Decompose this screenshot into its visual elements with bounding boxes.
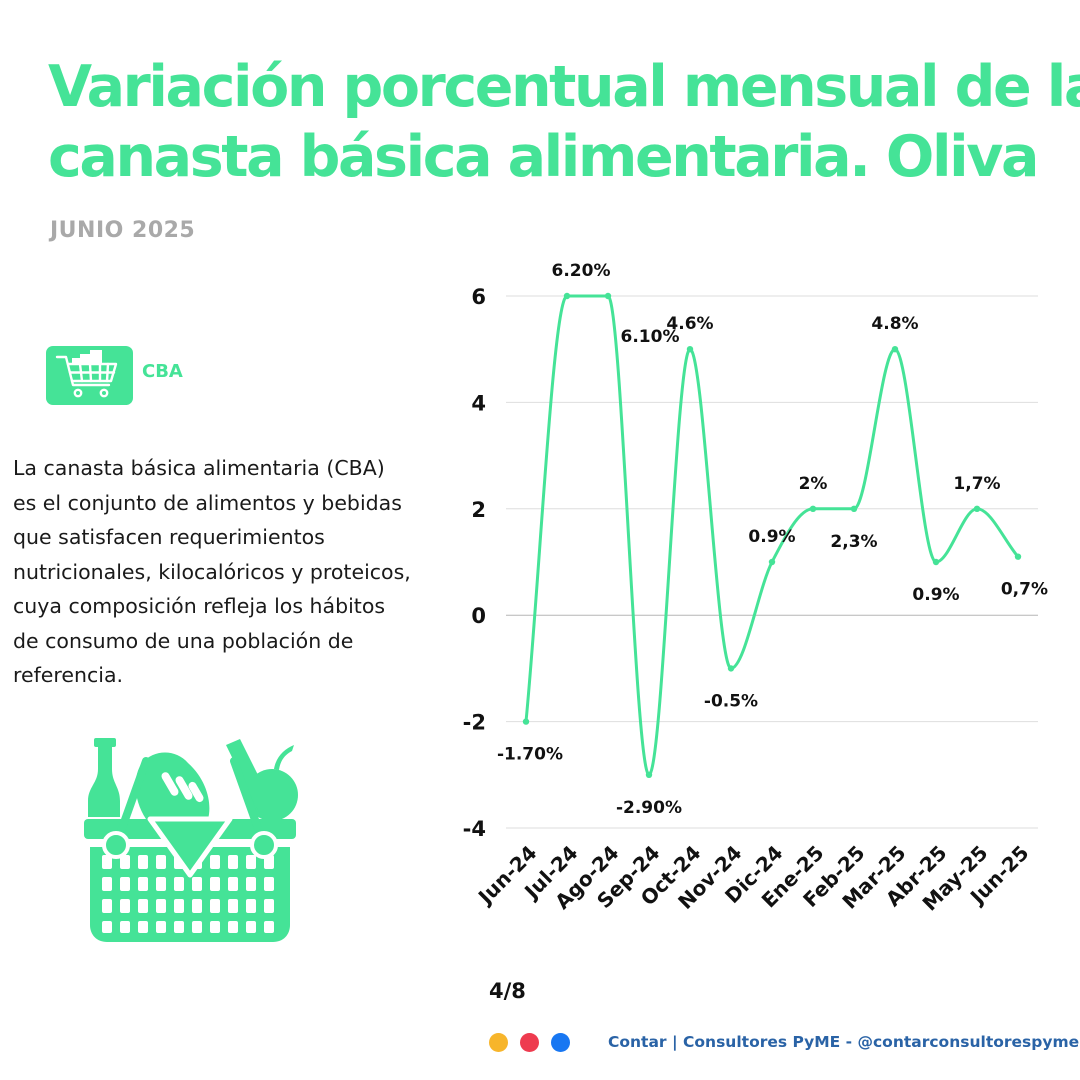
y-tick-label: 6 [471,285,486,309]
footer-dot-blue [551,1033,570,1052]
y-tick-label: 4 [471,391,486,415]
data-point [891,346,899,353]
shopping-cart-icon [55,350,118,398]
data-label: -2.90% [616,798,682,818]
data-point [973,505,981,512]
data-label: 6.10% [621,327,680,347]
page-number: 4/8 [489,979,526,1003]
description-line: cuya composición refleja los hábitos [13,594,386,618]
data-label: -0.5% [704,691,758,711]
y-tick-label: -4 [463,817,486,841]
data-label: 2% [799,474,828,494]
data-point [727,665,735,672]
description-line: referencia. [13,663,124,687]
y-tick-label: 2 [471,498,486,522]
data-point [1014,553,1022,560]
data-label: 0.9% [748,527,795,547]
description-line: La canasta básica alimentaria (CBA) [13,456,385,480]
data-point [645,771,653,778]
title-line-1: Variación porcentual mensual de la [48,54,1080,120]
data-label: 6.20% [552,261,611,281]
cba-badge [46,346,133,405]
y-tick-label: -2 [463,711,486,735]
data-point [686,346,694,353]
data-point [604,292,612,300]
cba-description: La canasta básica alimentaria (CBA) es e… [13,451,453,693]
footer-credit: Contar | Consultores PyME - @contarconsu… [608,1033,1080,1051]
data-point [850,505,858,512]
data-label: 1,7% [953,474,1000,494]
data-point [522,718,530,725]
data-label: 0,7% [1001,580,1048,600]
line-chart: -4 -2 0 2 4 6 -1.70% 6.20% 6.10% -2.90% 4.6% -0.5%… [463,261,1048,915]
description-line: de consumo de una población de [13,628,354,653]
y-tick-label: 0 [471,604,486,628]
footer-dot-red [520,1033,539,1052]
page-title: Variación porcentual mensual de la canas… [48,52,1080,192]
data-label: 4.8% [871,314,918,334]
grocery-basket-icon [84,738,298,942]
cba-badge-label: CBA [142,361,183,382]
data-point [768,558,776,566]
data-point [932,558,940,566]
page-subtitle: JUNIO 2025 [50,218,196,243]
title-line-2: canasta básica alimentaria. Oliva [48,124,1039,190]
description-line: nutricionales, kilocalóricos y proteicos… [13,559,411,584]
description-line: es el conjunto de alimentos y bebidas [13,490,402,515]
data-point [563,292,571,300]
data-label: 4.6% [666,314,713,334]
data-label: -1.70% [497,745,563,765]
description-line: que satisfacen requerimientos [13,525,325,549]
data-label: 2,3% [830,532,877,552]
data-point [809,505,817,512]
data-label: 0.9% [912,585,959,605]
footer-dot-yellow [489,1033,508,1052]
